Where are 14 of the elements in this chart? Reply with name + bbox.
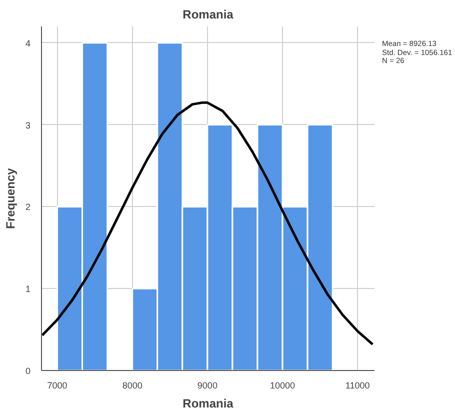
x-tick-label: 9000 [197, 380, 218, 390]
y-tick-label: 3 [25, 120, 31, 130]
chart-title: Romania [182, 8, 234, 22]
y-axis-title: Frequency [3, 168, 18, 229]
x-tick-label: 8000 [122, 380, 142, 390]
x-tick-label: 7000 [47, 380, 68, 390]
y-tick-label: 4 [25, 38, 31, 48]
y-tick-label: 1 [25, 284, 31, 294]
y-tick-label: 0 [25, 366, 31, 376]
y-tick-label: 2 [25, 202, 31, 212]
x-tick-label: 10000 [270, 380, 296, 390]
x-axis-title: Romania [182, 396, 234, 410]
x-tick-label: 11000 [345, 380, 370, 390]
line-series [42, 101, 374, 346]
